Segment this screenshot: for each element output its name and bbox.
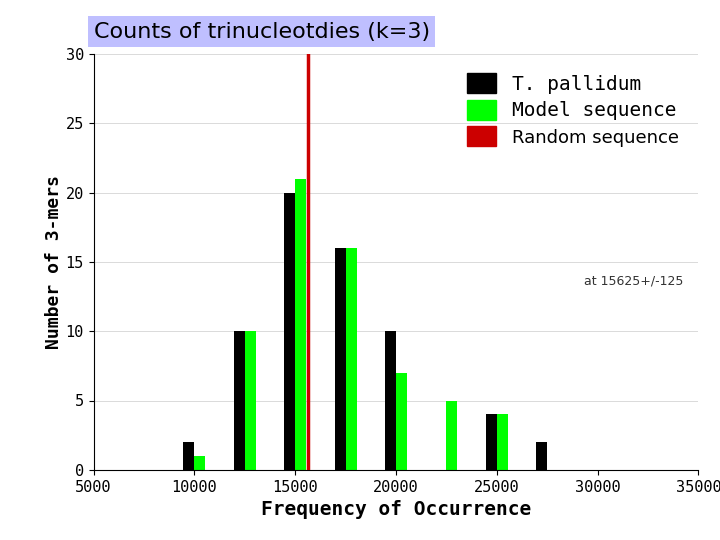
Bar bbox=[184, 442, 194, 470]
Bar bbox=[194, 456, 205, 470]
Bar bbox=[346, 248, 356, 470]
Bar bbox=[284, 193, 295, 470]
Text: Counts of trinucleotdies (k=3): Counts of trinucleotdies (k=3) bbox=[94, 22, 430, 42]
Y-axis label: Number of 3-mers: Number of 3-mers bbox=[45, 175, 63, 349]
Bar bbox=[335, 248, 346, 470]
Bar bbox=[234, 331, 245, 470]
Text: at 15625+/-125: at 15625+/-125 bbox=[584, 274, 683, 287]
Bar bbox=[536, 442, 547, 470]
Legend: T. pallidum, Model sequence, Random sequence: T. pallidum, Model sequence, Random sequ… bbox=[457, 64, 688, 157]
Bar bbox=[446, 401, 457, 470]
Bar bbox=[245, 331, 256, 470]
Bar bbox=[295, 179, 306, 470]
Bar bbox=[396, 373, 407, 470]
X-axis label: Frequency of Occurrence: Frequency of Occurrence bbox=[261, 500, 531, 519]
Bar bbox=[486, 414, 497, 470]
Bar bbox=[385, 331, 396, 470]
Bar bbox=[497, 414, 508, 470]
